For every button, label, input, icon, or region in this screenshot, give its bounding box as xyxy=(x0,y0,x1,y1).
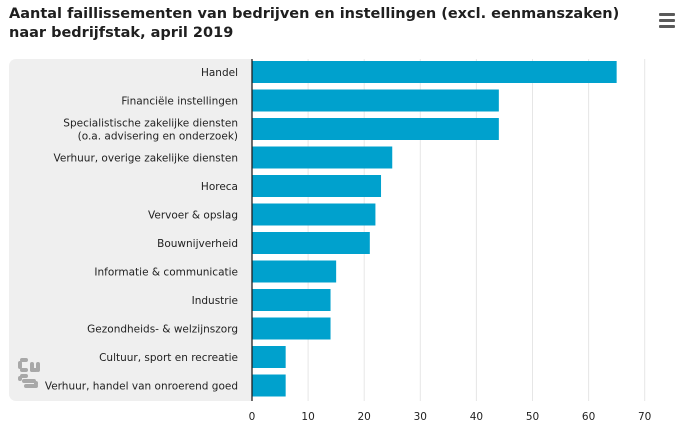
bars xyxy=(252,61,617,397)
category-label-panel xyxy=(9,59,252,401)
x-tick-label: 50 xyxy=(526,411,539,423)
cbs-logo-icon xyxy=(18,358,40,388)
bar[interactable] xyxy=(252,346,286,368)
bar[interactable] xyxy=(252,232,370,254)
bar[interactable] xyxy=(252,289,331,311)
category-label: Handel xyxy=(201,67,238,79)
bar[interactable] xyxy=(252,374,286,397)
chart-title: Aantal faillissementen van bedrijven en … xyxy=(9,5,629,43)
grid-lines xyxy=(307,59,646,401)
x-tick-label: 70 xyxy=(638,411,651,423)
bar[interactable] xyxy=(252,118,499,140)
category-label: Vervoer & opslag xyxy=(148,210,238,222)
chart-title-line-2: naar bedrijfstak, april 2019 xyxy=(9,25,234,41)
x-tick-label: 30 xyxy=(414,411,427,423)
bar[interactable] xyxy=(252,203,376,226)
x-tick-label: 10 xyxy=(301,411,314,423)
category-label: Financiële instellingen xyxy=(121,96,238,108)
hamburger-menu-icon[interactable] xyxy=(656,10,678,30)
category-label: Verhuur, overige zakelijke diensten xyxy=(54,153,238,165)
x-axis-ticks: 0 10 20 30 40 50 60 70 xyxy=(249,411,652,423)
bar[interactable] xyxy=(252,61,617,83)
category-label: Industrie xyxy=(192,295,238,307)
category-label: Bouwnijverheid xyxy=(157,238,238,250)
category-label: Cultuur, sport en recreatie xyxy=(99,352,238,364)
bar[interactable] xyxy=(252,175,382,197)
menu-icon-bar xyxy=(659,19,675,22)
chart-title-line-1: Aantal faillissementen van bedrijven en … xyxy=(9,6,620,22)
bar[interactable] xyxy=(252,260,337,283)
bar[interactable] xyxy=(252,89,499,112)
x-tick-label: 60 xyxy=(582,411,595,423)
bar[interactable] xyxy=(252,317,331,340)
category-label: Horeca xyxy=(201,181,238,193)
x-tick-label: 20 xyxy=(358,411,371,423)
x-tick-label: 40 xyxy=(470,411,483,423)
category-label: Specialistische zakelijke diensten xyxy=(63,118,238,130)
category-label: Informatie & communicatie xyxy=(94,267,238,279)
bar[interactable] xyxy=(252,146,393,169)
category-label: Verhuur, handel van onroerend goed xyxy=(45,381,238,393)
category-labels: Handel Financiële instellingen Specialisti… xyxy=(45,67,238,393)
x-tick-label: 0 xyxy=(249,411,256,423)
menu-icon-bar xyxy=(659,25,675,28)
category-label: (o.a. advisering en onderzoek) xyxy=(78,131,238,143)
category-label: Gezondheids- & welzijnszorg xyxy=(87,324,238,336)
menu-icon-bar xyxy=(659,13,675,16)
